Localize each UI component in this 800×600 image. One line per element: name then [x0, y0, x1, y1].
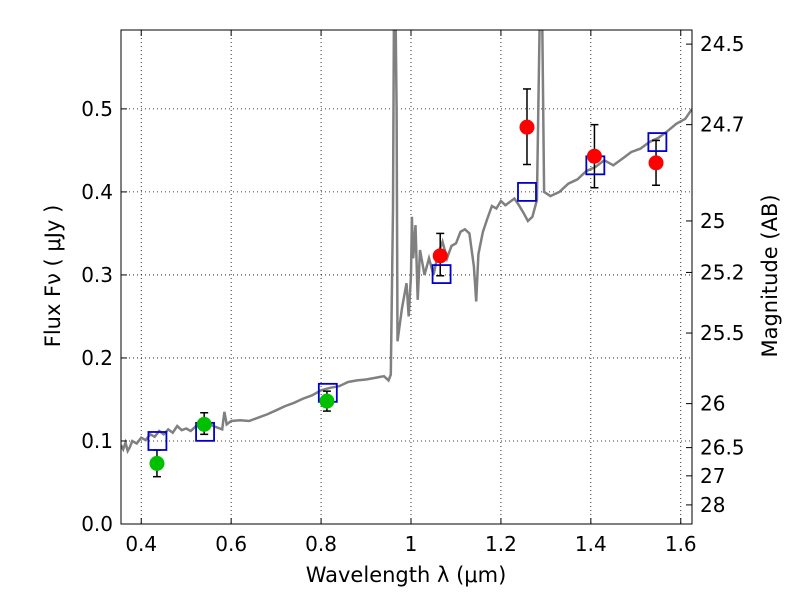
ticks-layer: 0.4 0.6 0.8 1 1.2 1.4 1.6 0.0 0.1 0.2 0.3 0.4 0.5 24.…	[81, 30, 745, 556]
y-tick-label: 0.0	[81, 512, 113, 536]
y2-tick-label: 25	[700, 209, 725, 233]
y-tick-label: 0.2	[81, 346, 113, 370]
y-tick-label: 0.1	[81, 429, 113, 453]
data-points-layer	[149, 119, 664, 471]
y2-tick-label: 26	[700, 392, 725, 416]
model-spectrum-layer	[121, 30, 692, 455]
x-tick-label: 0.6	[215, 532, 247, 556]
y2-tick-label: 24.7	[700, 113, 745, 137]
y2-tick-label: 25.5	[700, 321, 745, 345]
y-tick-label: 0.5	[81, 97, 113, 121]
model-box	[147, 431, 168, 451]
y2-tick-label: 28	[700, 493, 725, 517]
y-tick-label: 0.3	[81, 263, 113, 287]
y2-tick-label: 25.2	[700, 260, 745, 284]
y2-tick-label: 26.5	[700, 436, 745, 460]
x-tick-label: 0.8	[305, 532, 337, 556]
x-tick-label: 1.6	[665, 532, 697, 556]
red-data-point	[586, 148, 602, 164]
x-tick-label: 1.2	[485, 532, 517, 556]
green-data-point	[149, 455, 165, 471]
red-data-point	[519, 119, 535, 135]
model-box	[647, 132, 668, 152]
grid	[121, 30, 692, 524]
y2-axis-label: Magnitude (AB)	[758, 194, 782, 357]
red-data-point	[432, 248, 448, 264]
red-data-point	[648, 155, 664, 171]
plot-frame	[120, 29, 693, 525]
x-tick-label: 1	[405, 532, 418, 556]
model-box	[431, 264, 452, 284]
model-box	[517, 181, 537, 202]
model-spectrum-line	[121, 30, 692, 455]
y2-tick-label: 27	[700, 464, 725, 488]
y-axis-label: Flux Fν ( μJy )	[41, 205, 65, 348]
y-tick-label: 0.4	[81, 180, 113, 204]
x-axis-label: Wavelength λ (μm)	[306, 563, 507, 587]
x-tick-label: 0.4	[125, 532, 157, 556]
green-data-point	[196, 416, 212, 432]
error-bars-layer	[152, 88, 661, 478]
y2-tick-label: 24.5	[700, 32, 745, 56]
x-tick-label: 1.4	[575, 532, 607, 556]
green-data-point	[319, 393, 335, 409]
